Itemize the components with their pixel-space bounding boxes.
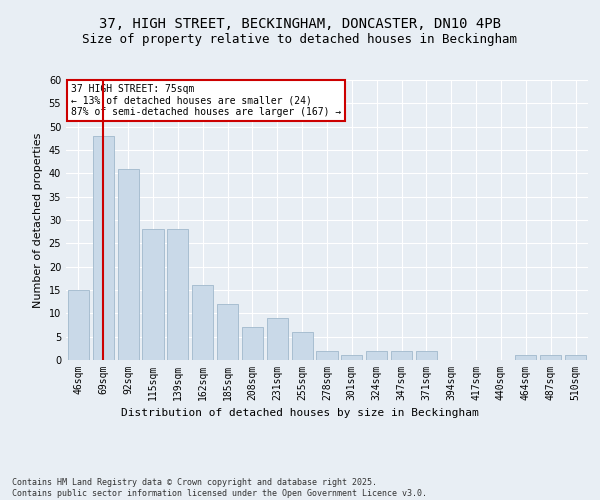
Bar xyxy=(416,350,437,360)
Bar xyxy=(341,356,362,360)
Bar xyxy=(217,304,238,360)
Bar xyxy=(540,356,561,360)
Bar xyxy=(242,328,263,360)
Bar xyxy=(167,230,188,360)
Text: 37 HIGH STREET: 75sqm
← 13% of detached houses are smaller (24)
87% of semi-deta: 37 HIGH STREET: 75sqm ← 13% of detached … xyxy=(71,84,341,117)
Text: 37, HIGH STREET, BECKINGHAM, DONCASTER, DN10 4PB: 37, HIGH STREET, BECKINGHAM, DONCASTER, … xyxy=(99,18,501,32)
Bar xyxy=(391,350,412,360)
Bar xyxy=(93,136,114,360)
Bar xyxy=(565,356,586,360)
Bar xyxy=(192,286,213,360)
Bar xyxy=(316,350,338,360)
Bar xyxy=(118,168,139,360)
Text: Contains HM Land Registry data © Crown copyright and database right 2025.
Contai: Contains HM Land Registry data © Crown c… xyxy=(12,478,427,498)
Bar xyxy=(68,290,89,360)
Bar xyxy=(515,356,536,360)
Y-axis label: Number of detached properties: Number of detached properties xyxy=(33,132,43,308)
Bar xyxy=(366,350,387,360)
Bar xyxy=(142,230,164,360)
Text: Size of property relative to detached houses in Beckingham: Size of property relative to detached ho… xyxy=(83,32,517,46)
Bar xyxy=(267,318,288,360)
Bar xyxy=(292,332,313,360)
Text: Distribution of detached houses by size in Beckingham: Distribution of detached houses by size … xyxy=(121,408,479,418)
